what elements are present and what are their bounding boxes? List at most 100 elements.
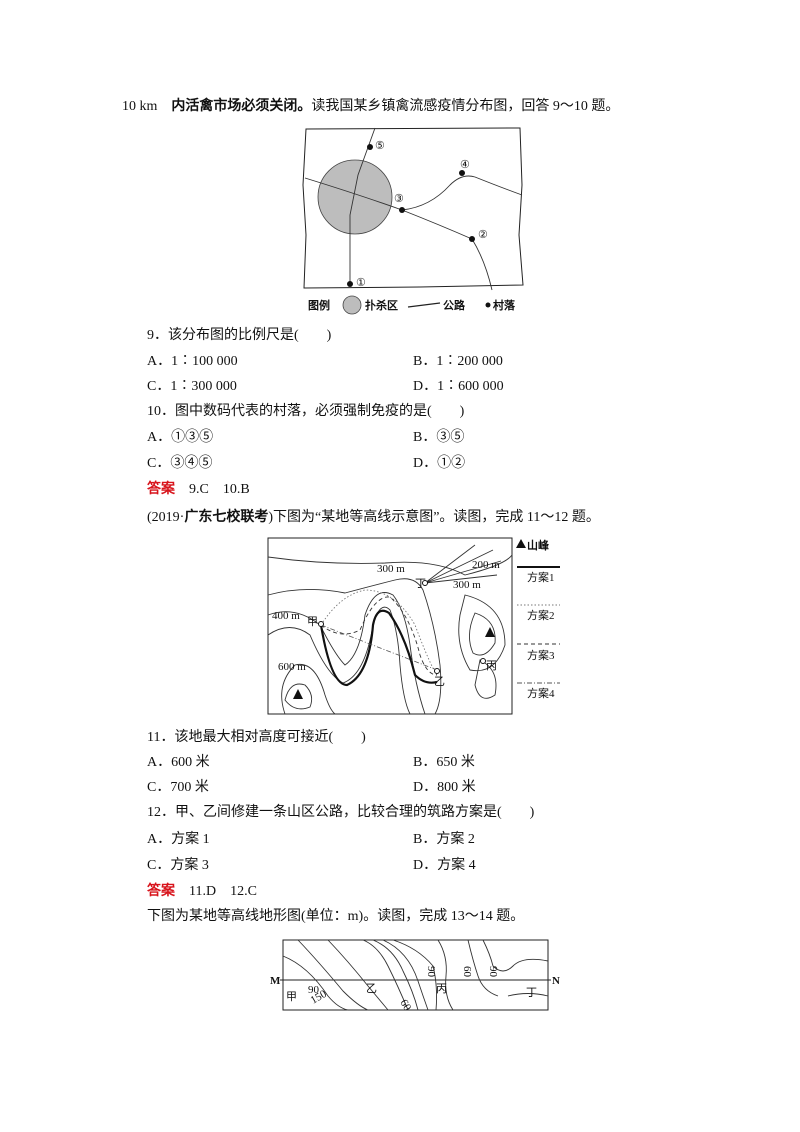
point: [422, 580, 428, 586]
text: 读我国某乡镇禽流感疫情分布图，回答 9～10 题。: [311, 99, 620, 114]
contour-label: 200 m: [472, 559, 500, 571]
map3: M N 甲 乙 丙 丁 90 150 90 60 90 60: [270, 939, 560, 1014]
intro: 10 km 内活禽市场必须关闭。读我国某乡镇禽流感疫情分布图，回答 9～10 题…: [122, 98, 619, 116]
peak: [293, 689, 303, 699]
legend-item: 方案2: [527, 608, 555, 622]
road: [349, 127, 376, 285]
option: C．700 米: [147, 780, 209, 795]
village: [347, 281, 353, 287]
question: 11．该地最大相对高度可接近( ): [147, 730, 366, 745]
question: 10．图中数码代表的村落，必须强制免疫的是( ): [147, 404, 465, 419]
end-label: M: [270, 975, 281, 987]
contour: [382, 939, 429, 1011]
option: D．方案 4: [413, 858, 476, 873]
contour: [507, 993, 549, 997]
contour: [267, 578, 442, 715]
question: 12．甲、乙间修建一条山区公路，比较合理的筑路方案是( ): [147, 805, 535, 820]
answer: 答案 9.C 10.B: [147, 481, 250, 499]
village: [367, 144, 373, 150]
option: B．③⑤: [413, 430, 465, 445]
label: ③: [394, 193, 404, 205]
contour: [362, 939, 409, 1011]
frame: [282, 939, 549, 1011]
contour-label: 90: [487, 966, 499, 978]
route-3: [320, 596, 438, 676]
contour-label: 60: [461, 966, 473, 978]
answer-text: 11.D 12.C: [189, 884, 257, 899]
peak: [485, 627, 495, 637]
answer-label: 答案: [147, 884, 175, 899]
place: 乙: [434, 675, 445, 688]
point: [434, 668, 440, 674]
villages: [347, 144, 475, 287]
option: D．800 米: [413, 780, 476, 795]
intro: (2019·广东七校联考)下图为“某地等高线示意图”。读图，完成 11～12 题…: [147, 509, 600, 527]
contour-label: 90: [308, 984, 320, 996]
option: D．1∶600 000: [413, 379, 504, 394]
option: B．1∶200 000: [413, 354, 503, 369]
legend-item: 方案1: [527, 570, 555, 584]
answer: 答案 11.D 12.C: [147, 883, 257, 901]
contour: [372, 939, 419, 1011]
route-4: [320, 624, 438, 671]
frame: [267, 537, 513, 715]
place: 乙: [366, 982, 377, 995]
label: ⑤: [375, 140, 385, 152]
legend-item: 山峰: [527, 538, 550, 552]
place: 丁: [415, 578, 426, 590]
label: ①: [356, 277, 366, 289]
contour-label: 400 m: [272, 610, 300, 622]
boundary: [302, 127, 524, 289]
contour: [467, 939, 499, 997]
contour: [267, 554, 513, 576]
village: [459, 170, 465, 176]
option: B．方案 2: [413, 832, 475, 847]
contour-label: 300 m: [453, 579, 481, 591]
contour-label: 60: [397, 998, 413, 1014]
place: 甲: [307, 616, 318, 628]
contour: [282, 955, 349, 1011]
question: 9．该分布图的比例尺是( ): [147, 328, 332, 343]
contour-label: 600 m: [278, 661, 306, 673]
contour: [458, 594, 506, 672]
contour: [281, 663, 336, 715]
legend-item: 方案4: [527, 686, 555, 700]
legend-item: 方案3: [527, 648, 555, 662]
option: D．①②: [413, 456, 466, 471]
contour: [474, 659, 497, 699]
contour: [297, 939, 369, 1011]
option: A．方案 1: [147, 832, 210, 847]
text: (2019·: [147, 510, 185, 525]
option: B．650 米: [413, 755, 475, 770]
option: C．方案 3: [147, 858, 209, 873]
contour: [469, 612, 496, 656]
point: [480, 658, 486, 664]
legend-item: 村落: [493, 298, 516, 312]
legend-swatch: [516, 539, 526, 548]
text: )下图为“某地等高线示意图”。读图，完成 11～12 题。: [268, 510, 600, 525]
place: 丙: [436, 983, 447, 995]
village: [399, 207, 405, 213]
contour: [284, 683, 313, 710]
legend-item: 公路: [443, 298, 466, 312]
road: [304, 177, 493, 291]
contour: [392, 939, 438, 1011]
road: [401, 175, 523, 211]
text: 10 km: [122, 99, 158, 114]
option: A．1∶100 000: [147, 354, 238, 369]
contour: [327, 939, 389, 1011]
legend-title: 图例: [308, 298, 330, 312]
route-2: [320, 589, 438, 676]
contour: [424, 544, 502, 584]
contour: [482, 939, 549, 972]
contour-label: 300 m: [377, 563, 405, 575]
legend-swatch: [342, 295, 362, 315]
end-label: N: [552, 975, 560, 987]
option: C．③④⑤: [147, 456, 213, 471]
legend-swatch: [407, 302, 441, 308]
map2: 300 m 200 m 300 m 400 m 600 m 丁 甲 乙 丙 山峰…: [267, 537, 560, 715]
contour: [437, 939, 454, 1011]
contour-label: 90: [425, 966, 437, 978]
option: A．600 米: [147, 755, 210, 770]
